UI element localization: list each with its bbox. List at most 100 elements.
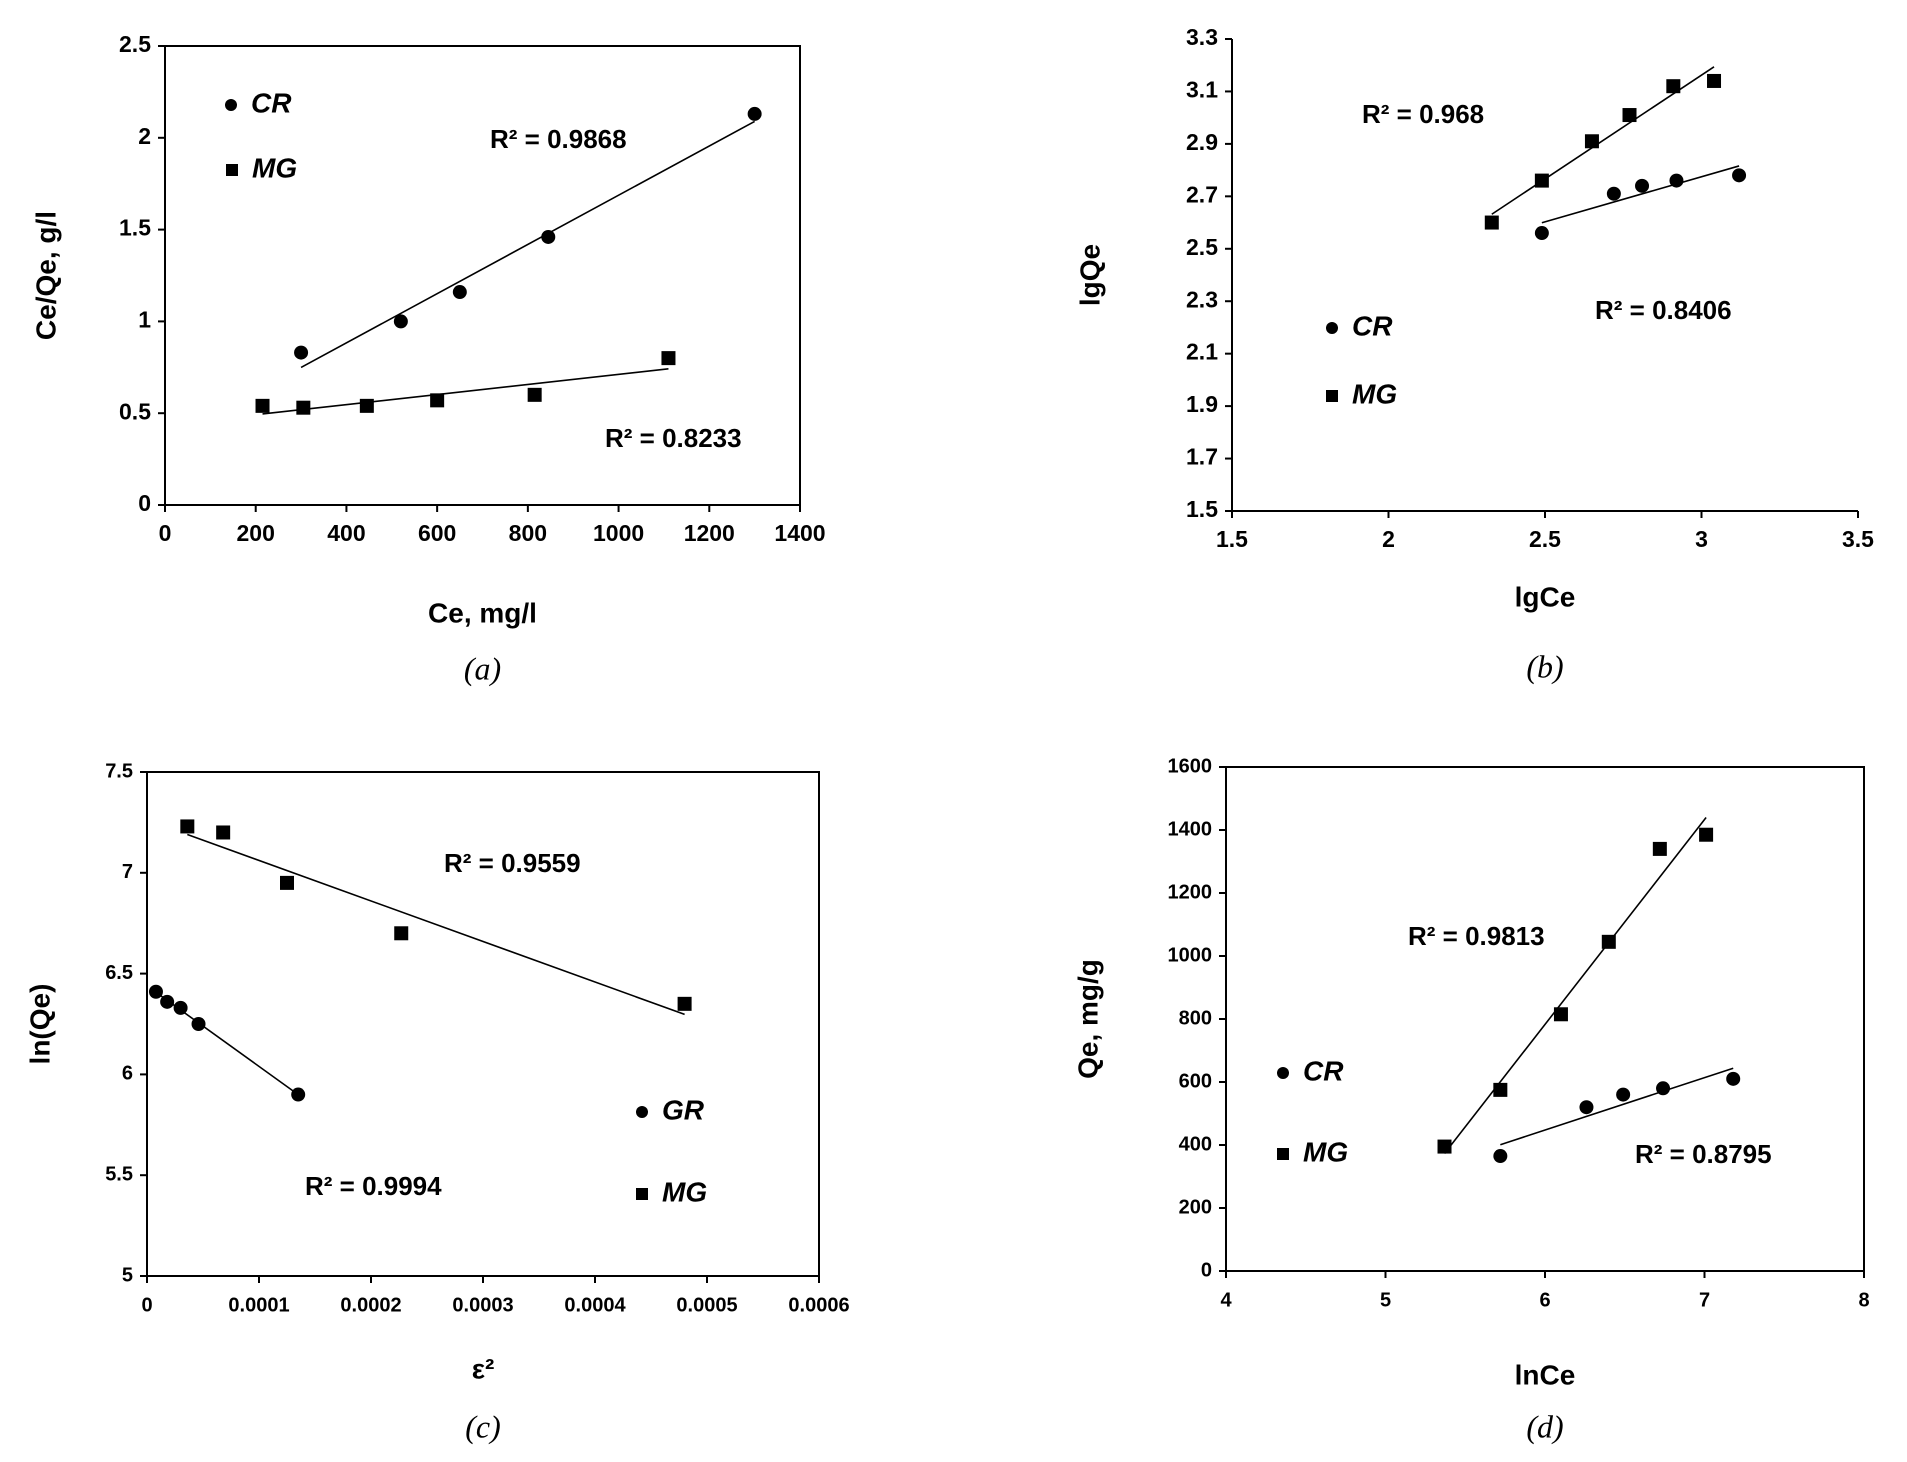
y-axis-label: ln(Qe) <box>24 984 55 1065</box>
data-point <box>1707 73 1722 88</box>
data-point <box>1553 1007 1568 1022</box>
y-tick-label: 400 <box>1179 1133 1212 1155</box>
plot-frame <box>1225 766 1865 1272</box>
data-point <box>291 1087 306 1102</box>
trendline <box>262 368 669 415</box>
data-point <box>393 314 408 329</box>
data-point <box>1579 1100 1594 1115</box>
legend-label: CR <box>1352 310 1393 341</box>
data-point <box>430 393 445 408</box>
trendline <box>1541 165 1740 224</box>
caption: (b) <box>1526 648 1563 684</box>
x-tick-label: 400 <box>327 520 365 546</box>
data-point <box>160 994 175 1009</box>
y-tick-label: 2.3 <box>1186 286 1218 312</box>
y-tick-label: 2.7 <box>1186 181 1218 207</box>
caption: (a) <box>464 650 501 686</box>
r-squared-label: R² = 0.968 <box>1362 99 1484 129</box>
data-point <box>1699 827 1714 842</box>
y-tick-label: 600 <box>1179 1070 1212 1092</box>
y-tick-label: 2.1 <box>1186 339 1218 365</box>
x-tick-label: 0.0005 <box>676 1294 737 1316</box>
trendline <box>1443 817 1707 1154</box>
data-point <box>1616 1087 1631 1102</box>
x-axis-label: lnCe <box>1515 1359 1576 1390</box>
data-point <box>148 984 163 999</box>
x-tick-label: 0.0002 <box>340 1294 401 1316</box>
data-point <box>1669 173 1684 188</box>
x-tick-label: 0 <box>159 520 172 546</box>
y-tick-label: 5 <box>122 1264 133 1286</box>
y-tick-label: 5.5 <box>105 1163 133 1185</box>
y-tick-label: 2.5 <box>1186 234 1218 260</box>
data-point <box>1601 934 1616 949</box>
data-point <box>394 926 409 941</box>
y-axis-label: Ce/Qe, g/l <box>30 211 61 340</box>
x-tick-label: 0 <box>141 1294 152 1316</box>
data-point <box>1484 215 1499 230</box>
trendline <box>187 833 685 1016</box>
y-tick-label: 800 <box>1179 1007 1212 1029</box>
y-axis-label: Qe, mg/g <box>1072 959 1103 1079</box>
data-point <box>677 996 692 1011</box>
y-tick-label: 1400 <box>1168 818 1213 840</box>
x-tick-label: 1400 <box>774 520 825 546</box>
data-point <box>1726 1071 1741 1086</box>
data-point <box>1493 1082 1508 1097</box>
x-tick-label: 4 <box>1220 1289 1232 1311</box>
x-tick-label: 3.5 <box>1842 526 1874 552</box>
y-tick-label: 1.5 <box>1186 496 1218 522</box>
data-point <box>296 400 311 415</box>
x-tick-label: 0.0001 <box>228 1294 289 1316</box>
y-tick-label: 1.9 <box>1186 391 1218 417</box>
data-point <box>1652 841 1667 856</box>
data-point <box>1656 1081 1671 1096</box>
x-tick-label: 1.5 <box>1216 526 1248 552</box>
data-point <box>1635 178 1650 193</box>
data-point <box>173 1000 188 1015</box>
x-tick-label: 1000 <box>593 520 644 546</box>
y-tick-label: 2.5 <box>119 31 151 57</box>
caption: (d) <box>1526 1408 1563 1444</box>
y-tick-label: 1200 <box>1168 881 1213 903</box>
legend-marker <box>226 164 238 176</box>
y-tick-label: 7 <box>122 861 133 883</box>
y-tick-label: 2 <box>138 123 151 149</box>
legend-label: CR <box>251 87 292 118</box>
r-squared-label: R² = 0.9559 <box>444 848 581 878</box>
r-squared-label: R² = 0.9994 <box>305 1171 442 1201</box>
x-tick-label: 0.0004 <box>564 1294 626 1316</box>
x-tick-label: 6 <box>1539 1289 1550 1311</box>
x-axis-label: Ce, mg/l <box>428 597 537 628</box>
legend-label: MG <box>662 1176 707 1207</box>
data-point <box>1534 226 1549 241</box>
data-point <box>1732 168 1747 183</box>
legend-marker <box>1277 1148 1289 1160</box>
plot-frame <box>164 45 801 506</box>
y-tick-label: 1 <box>138 306 151 332</box>
data-point <box>541 229 556 244</box>
legend-label: MG <box>252 152 297 183</box>
y-tick-label: 0.5 <box>119 398 151 424</box>
data-point <box>747 106 762 121</box>
r-squared-label: R² = 0.9868 <box>490 124 627 154</box>
legend-marker <box>1326 390 1338 402</box>
x-axis-label: ε² <box>472 1353 495 1384</box>
legend-label: MG <box>1352 378 1397 409</box>
legend-label: MG <box>1303 1136 1348 1167</box>
x-tick-label: 2 <box>1382 526 1395 552</box>
y-tick-label: 200 <box>1179 1196 1212 1218</box>
x-tick-label: 0.0006 <box>788 1294 849 1316</box>
data-point <box>1493 1149 1508 1164</box>
data-point <box>661 351 676 366</box>
y-tick-label: 3.1 <box>1186 77 1218 103</box>
data-point <box>294 345 309 360</box>
data-point <box>1437 1139 1452 1154</box>
y-tick-label: 7.5 <box>105 760 133 782</box>
x-tick-label: 2.5 <box>1529 526 1561 552</box>
r-squared-label: R² = 0.8795 <box>1635 1139 1772 1169</box>
x-tick-label: 800 <box>509 520 547 546</box>
x-tick-label: 1200 <box>684 520 735 546</box>
y-tick-label: 2.9 <box>1186 129 1218 155</box>
